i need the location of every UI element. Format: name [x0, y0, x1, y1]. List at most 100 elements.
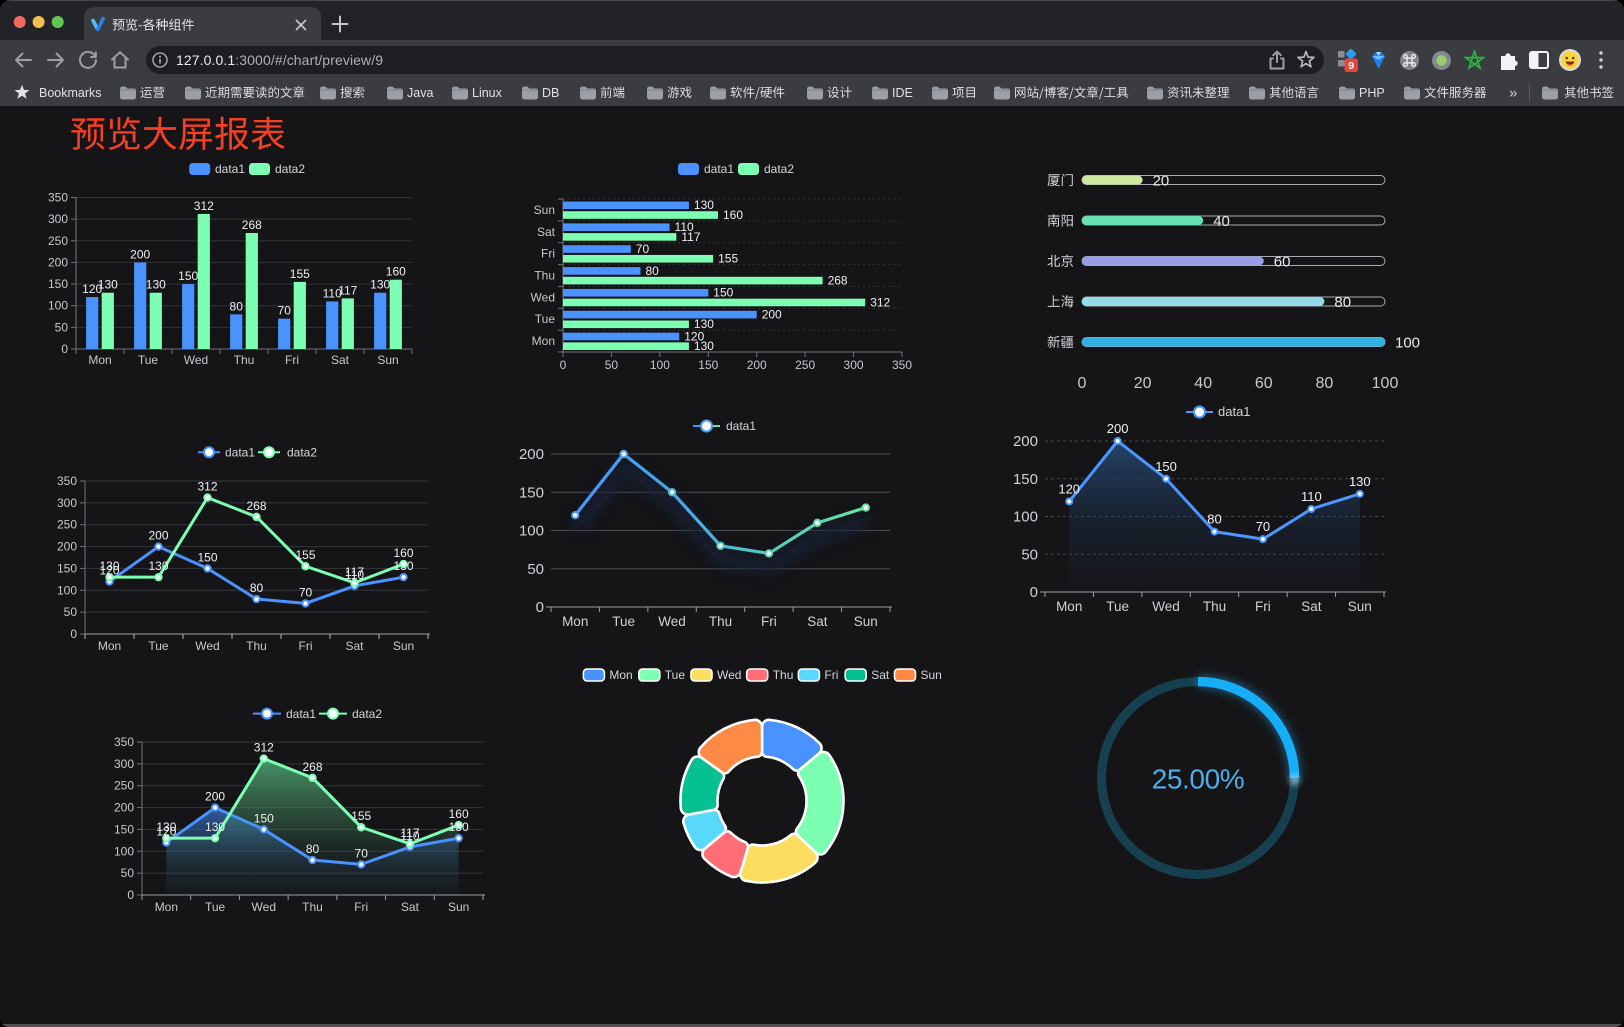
svg-text:Tue: Tue — [535, 312, 556, 326]
svg-text:0: 0 — [536, 599, 544, 616]
svg-text:Sun: Sun — [393, 639, 414, 653]
svg-text:Sun: Sun — [921, 668, 942, 682]
svg-text:70: 70 — [636, 242, 650, 256]
svg-text:200: 200 — [57, 540, 77, 554]
svg-text:0: 0 — [560, 358, 567, 372]
svg-text:50: 50 — [605, 358, 619, 372]
svg-text:80: 80 — [230, 299, 244, 313]
svg-text:Thu: Thu — [773, 668, 794, 682]
svg-text:120: 120 — [1058, 481, 1080, 496]
svg-text:130: 130 — [98, 278, 118, 292]
svg-text:155: 155 — [718, 252, 738, 266]
svg-text:data1: data1 — [726, 419, 756, 433]
svg-text:300: 300 — [48, 212, 68, 226]
svg-text:Fri: Fri — [354, 900, 368, 914]
svg-text:110: 110 — [323, 286, 342, 300]
svg-text:70: 70 — [1256, 519, 1270, 534]
svg-text:110: 110 — [1301, 489, 1322, 504]
svg-text:Sat: Sat — [537, 225, 556, 239]
svg-text:200: 200 — [1107, 421, 1129, 436]
svg-text:Mon: Mon — [88, 353, 111, 367]
svg-text:Wed: Wed — [195, 639, 219, 653]
svg-text:130: 130 — [694, 198, 714, 212]
svg-text:Sat: Sat — [401, 900, 420, 914]
svg-text:130: 130 — [148, 559, 168, 573]
svg-text:20: 20 — [1153, 173, 1170, 190]
svg-text:Java: Java — [407, 86, 433, 100]
svg-text:100: 100 — [114, 844, 134, 858]
svg-text:110: 110 — [675, 220, 694, 234]
svg-text:PHP: PHP — [1359, 86, 1385, 100]
svg-text:Wed: Wed — [658, 614, 686, 629]
svg-text:312: 312 — [870, 295, 890, 309]
svg-text:300: 300 — [57, 496, 77, 510]
svg-text:Tue: Tue — [665, 668, 686, 682]
svg-text:data1: data1 — [704, 162, 734, 176]
svg-text:250: 250 — [114, 779, 134, 793]
svg-text:Thu: Thu — [246, 639, 267, 653]
svg-text:70: 70 — [355, 846, 369, 860]
svg-text:120: 120 — [82, 282, 102, 296]
svg-text:50: 50 — [64, 605, 78, 619]
svg-text:160: 160 — [723, 208, 743, 222]
svg-text:data1: data1 — [225, 445, 255, 459]
svg-text:Mon: Mon — [562, 614, 588, 629]
svg-text:data2: data2 — [764, 162, 794, 176]
svg-text:data1: data1 — [1218, 404, 1251, 419]
svg-text:Fri: Fri — [285, 353, 299, 367]
svg-text:Tue: Tue — [138, 353, 159, 367]
svg-text:155: 155 — [290, 267, 310, 281]
svg-text:60: 60 — [1255, 375, 1273, 392]
svg-text:Sat: Sat — [345, 639, 364, 653]
svg-text:130: 130 — [694, 339, 714, 353]
svg-text:117: 117 — [345, 565, 364, 579]
svg-text:350: 350 — [57, 474, 77, 488]
svg-text:130: 130 — [1349, 474, 1371, 489]
svg-text:130: 130 — [99, 559, 119, 573]
svg-text:Fri: Fri — [299, 639, 313, 653]
svg-text:Fri: Fri — [541, 247, 555, 261]
svg-text:data2: data2 — [352, 707, 382, 721]
svg-text:300: 300 — [844, 358, 864, 372]
svg-text:200: 200 — [48, 255, 68, 269]
svg-text:70: 70 — [299, 585, 313, 599]
svg-text:100: 100 — [650, 358, 670, 372]
svg-text:130: 130 — [370, 278, 390, 292]
svg-text:DB: DB — [542, 86, 559, 100]
svg-text:Thu: Thu — [709, 614, 732, 629]
svg-text:Sun: Sun — [377, 353, 398, 367]
svg-text:100: 100 — [1013, 509, 1038, 526]
svg-text:Tue: Tue — [612, 614, 635, 629]
svg-text:250: 250 — [57, 518, 77, 532]
svg-text:Wed: Wed — [184, 353, 208, 367]
svg-text:300: 300 — [114, 757, 134, 771]
svg-text:160: 160 — [449, 807, 469, 821]
svg-text:200: 200 — [747, 358, 767, 372]
svg-text:150: 150 — [57, 561, 77, 575]
svg-text:117: 117 — [338, 283, 357, 297]
svg-text:130: 130 — [449, 820, 469, 834]
svg-text:Tue: Tue — [205, 900, 226, 914]
svg-text:Wed: Wed — [1152, 599, 1180, 614]
svg-text:150: 150 — [114, 822, 134, 836]
svg-text:200: 200 — [148, 529, 168, 543]
svg-text:50: 50 — [1021, 546, 1038, 563]
svg-text:0: 0 — [1078, 375, 1087, 392]
svg-text:268: 268 — [246, 499, 266, 513]
svg-text:Fri: Fri — [824, 668, 838, 682]
svg-text:Sat: Sat — [331, 353, 350, 367]
svg-text:150: 150 — [197, 550, 217, 564]
svg-text:50: 50 — [121, 866, 135, 880]
svg-text:350: 350 — [48, 191, 68, 205]
svg-text:100: 100 — [519, 523, 544, 540]
svg-text:0: 0 — [1030, 584, 1038, 601]
svg-text:100: 100 — [1372, 375, 1399, 392]
svg-text:150: 150 — [519, 484, 544, 501]
svg-text:Mon: Mon — [155, 900, 178, 914]
svg-text:Mon: Mon — [1056, 599, 1082, 614]
svg-text:0: 0 — [61, 342, 68, 356]
svg-text:Bookmarks: Bookmarks — [39, 86, 102, 100]
svg-text:Wed: Wed — [252, 900, 276, 914]
svg-text:Thu: Thu — [302, 900, 323, 914]
svg-text:117: 117 — [681, 230, 700, 244]
